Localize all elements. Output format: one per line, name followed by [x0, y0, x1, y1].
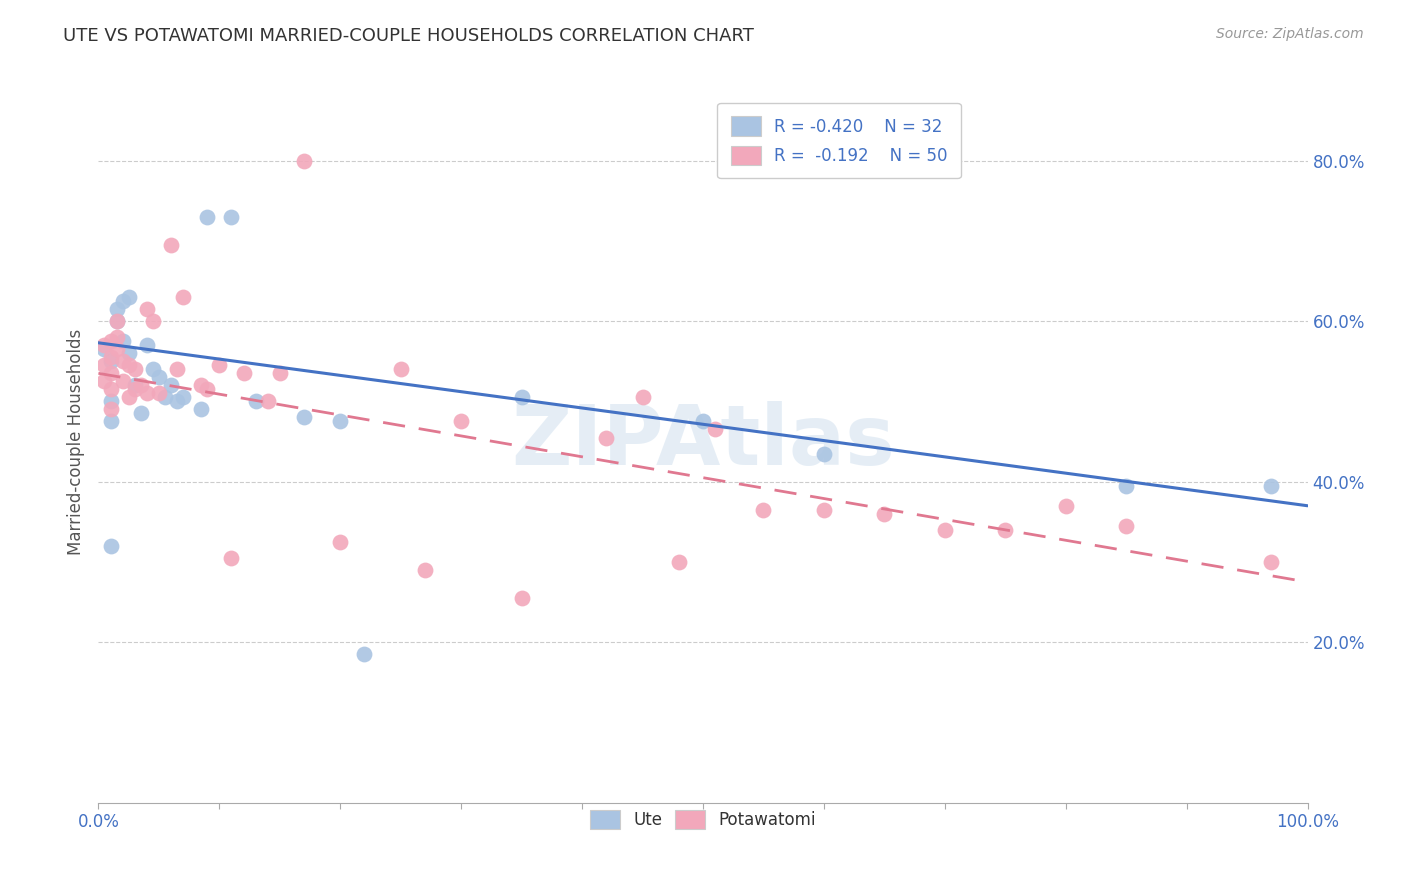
Point — [1260, 478, 1282, 492]
Point — [510, 390, 533, 404]
Point — [692, 414, 714, 428]
Point — [124, 382, 146, 396]
Point — [111, 354, 134, 368]
Point — [329, 534, 352, 549]
Point — [148, 370, 170, 384]
Y-axis label: Married-couple Households: Married-couple Households — [66, 328, 84, 555]
Point — [221, 550, 243, 566]
Point — [100, 366, 122, 380]
Point — [118, 290, 141, 304]
Point — [353, 648, 375, 662]
Point — [934, 523, 956, 537]
Point — [450, 414, 472, 428]
Point — [124, 362, 146, 376]
Point — [105, 314, 128, 328]
Point — [813, 502, 835, 516]
Point — [256, 394, 278, 409]
Point — [135, 338, 157, 352]
Point — [595, 430, 617, 444]
Point — [111, 374, 134, 388]
Point — [93, 358, 115, 372]
Point — [166, 362, 188, 376]
Point — [329, 414, 352, 428]
Point — [1054, 499, 1077, 513]
Point — [208, 358, 231, 372]
Point — [93, 374, 115, 388]
Point — [129, 378, 152, 392]
Point — [160, 237, 183, 252]
Point — [704, 422, 727, 436]
Point — [153, 390, 176, 404]
Point — [195, 382, 218, 396]
Point — [111, 293, 134, 308]
Point — [221, 210, 243, 224]
Point — [232, 366, 254, 380]
Point — [873, 507, 896, 521]
Point — [124, 378, 146, 392]
Point — [111, 334, 134, 348]
Point — [172, 290, 194, 304]
Point — [118, 390, 141, 404]
Point — [142, 362, 165, 376]
Point — [413, 563, 436, 577]
Point — [292, 410, 315, 425]
Text: Source: ZipAtlas.com: Source: ZipAtlas.com — [1216, 27, 1364, 41]
Point — [190, 402, 212, 417]
Point — [510, 591, 533, 605]
Point — [166, 394, 188, 409]
Point — [93, 342, 115, 356]
Point — [105, 301, 128, 317]
Point — [118, 346, 141, 360]
Point — [100, 350, 122, 364]
Point — [100, 354, 122, 368]
Point — [93, 338, 115, 352]
Point — [994, 523, 1017, 537]
Text: ZIPAtlas: ZIPAtlas — [510, 401, 896, 482]
Point — [105, 330, 128, 344]
Point — [160, 378, 183, 392]
Point — [148, 386, 170, 401]
Point — [269, 366, 291, 380]
Legend: Ute, Potawatomi: Ute, Potawatomi — [582, 802, 824, 838]
Point — [105, 342, 128, 356]
Point — [813, 446, 835, 460]
Point — [389, 362, 412, 376]
Point — [100, 414, 122, 428]
Point — [100, 402, 122, 417]
Point — [1115, 518, 1137, 533]
Point — [1115, 478, 1137, 492]
Point — [292, 153, 315, 168]
Point — [100, 382, 122, 396]
Point — [105, 314, 128, 328]
Point — [100, 539, 122, 553]
Point — [118, 358, 141, 372]
Point — [100, 334, 122, 348]
Point — [190, 378, 212, 392]
Point — [631, 390, 654, 404]
Point — [245, 394, 267, 409]
Point — [100, 394, 122, 409]
Point — [142, 314, 165, 328]
Point — [172, 390, 194, 404]
Point — [752, 502, 775, 516]
Point — [135, 301, 157, 317]
Point — [1260, 555, 1282, 569]
Point — [195, 210, 218, 224]
Point — [129, 406, 152, 420]
Text: UTE VS POTAWATOMI MARRIED-COUPLE HOUSEHOLDS CORRELATION CHART: UTE VS POTAWATOMI MARRIED-COUPLE HOUSEHO… — [63, 27, 754, 45]
Point — [668, 555, 690, 569]
Point — [135, 386, 157, 401]
